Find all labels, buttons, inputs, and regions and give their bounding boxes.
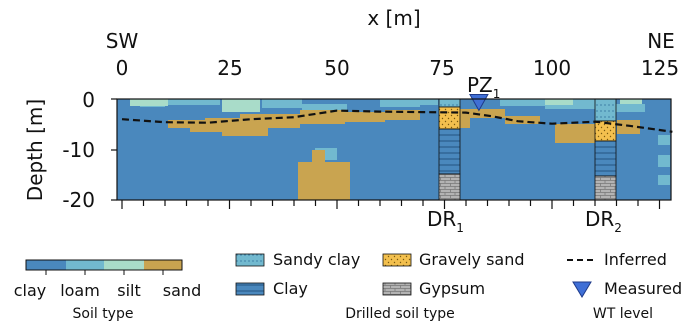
sand-layer	[460, 109, 505, 128]
x-tick-label-75: 75	[429, 56, 454, 80]
drilled-soil-legend: Sandy clay Clay Gravely sand Gypsum Dril…	[235, 250, 525, 322]
swatch-gravely-sand	[382, 253, 412, 267]
soil-section	[117, 99, 671, 200]
x-tick-label-100: 100	[533, 56, 571, 80]
silt-layer	[222, 99, 260, 112]
swatch-gypsum	[382, 282, 412, 296]
borehole-label-dr1: DR1	[427, 207, 464, 235]
gravely-sand-interval	[438, 106, 461, 130]
x-tick-label-25: 25	[217, 56, 242, 80]
legend-label-gravely-sand: Gravely sand	[419, 250, 525, 269]
piezometer-label: PZ1	[467, 73, 500, 101]
gypsum-interval	[594, 175, 617, 201]
loam-layer	[658, 175, 670, 185]
sand-layer	[617, 120, 640, 134]
water-table-inferred-line	[121, 109, 673, 133]
colorbar-label-loam: loam	[60, 281, 100, 300]
legend-measured-marker	[572, 281, 592, 298]
colorbar-label-silt: silt	[117, 281, 141, 300]
sand-lens	[298, 150, 350, 200]
loam-layer	[615, 104, 645, 112]
colorbar-label-clay: clay	[14, 281, 47, 300]
soil-type-title: Soil type	[73, 306, 134, 322]
loam-layer	[420, 99, 438, 105]
x-tick-label-50: 50	[324, 56, 349, 80]
x-axis-title: x [m]	[367, 6, 420, 30]
loam-layer	[165, 99, 220, 105]
gypsum-interval	[438, 173, 461, 201]
x-tick-label-125: 125	[641, 56, 679, 80]
sandy-clay-interval	[594, 98, 617, 122]
loam-layer	[500, 99, 545, 106]
colorbar-label-sand: sand	[163, 281, 201, 300]
legend-label-gypsum: Gypsum	[419, 279, 485, 298]
soil-type-legend: clay loam silt sand Soil type	[14, 259, 201, 322]
borehole-dr1	[438, 98, 461, 201]
y-axis-title: Depth [m]	[23, 99, 47, 201]
sw-label: SW	[106, 29, 139, 53]
plot-frame	[116, 98, 672, 201]
loam-layer	[380, 99, 420, 107]
wt-level-title: WT level	[593, 306, 653, 322]
sand-layer	[555, 124, 598, 143]
wt-level-legend: Inferred Measured WT level	[567, 250, 682, 322]
swatch-clay	[235, 282, 265, 296]
legend-label-inferred: Inferred	[604, 250, 667, 269]
silt-layer	[130, 99, 168, 106]
y-tick-label-neg20: -20	[62, 188, 95, 212]
colorbar-clay	[26, 260, 66, 270]
legend-label-clay: Clay	[273, 279, 308, 298]
borehole-label-dr2: DR2	[585, 207, 622, 235]
clay-interval	[594, 140, 617, 177]
loam-layer	[658, 155, 670, 167]
loam-layer	[262, 99, 302, 108]
colorbar-sand	[144, 260, 182, 270]
drilled-soil-title: Drilled soil type	[345, 306, 455, 322]
colorbar-frame	[25, 259, 183, 271]
silt-layer	[545, 99, 573, 105]
borehole-dr2	[594, 98, 617, 201]
sandy-clay-interval	[438, 98, 461, 108]
colorbar-loam	[66, 260, 104, 270]
legend-label-measured: Measured	[604, 279, 682, 298]
sand-layer	[168, 110, 420, 136]
y-tick-label-0: 0	[82, 88, 95, 112]
colorbar-silt	[104, 260, 144, 270]
clay-interval	[438, 128, 461, 175]
y-tick-label-neg10: -10	[62, 138, 95, 162]
loam-layer	[302, 104, 347, 112]
swatch-sandy-clay	[235, 253, 265, 267]
ne-label: NE	[647, 29, 675, 53]
bottom-x-ticks	[121, 200, 661, 209]
legend-label-sandy-clay: Sandy clay	[273, 250, 360, 269]
x-tick-label-0: 0	[116, 56, 129, 80]
silt-layer	[620, 99, 642, 104]
loam-layer	[658, 135, 670, 145]
